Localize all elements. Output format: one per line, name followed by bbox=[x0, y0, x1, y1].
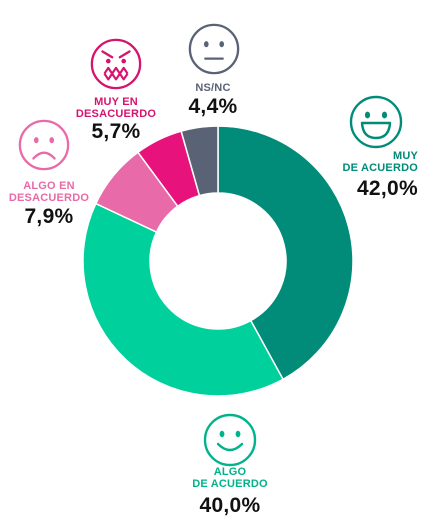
slice-value-muy-de-acuerdo: 42,0% bbox=[356, 177, 418, 200]
label-line: DESACUERDO bbox=[8, 192, 90, 205]
label-line: NS/NC bbox=[195, 82, 231, 94]
slice-algo-de-acuerdo bbox=[82, 202, 285, 397]
label-line: DESACUERDO bbox=[75, 108, 157, 121]
smile-face-icon bbox=[203, 413, 257, 467]
slice-label-algo-en-desacuerdo: ALGO EN DESACUERDO bbox=[6, 180, 92, 205]
slice-value-algo-de-acuerdo: 40,0% bbox=[199, 494, 261, 517]
slice-label-muy-en-desacuerdo: MUY EN DESACUERDO bbox=[72, 96, 160, 121]
big-smile-face-icon bbox=[349, 95, 403, 149]
slice-ns-nc bbox=[180, 125, 219, 197]
frown-face-icon bbox=[18, 119, 70, 171]
slice-value-ns-nc: 4,4% bbox=[188, 95, 238, 118]
slice-label-algo-de-acuerdo: ALGO DE ACUERDO bbox=[180, 466, 280, 491]
slice-label-muy-de-acuerdo: MUY DE ACUERDO bbox=[342, 150, 418, 175]
label-line: DE ACUERDO bbox=[342, 162, 418, 175]
label-line: DE ACUERDO bbox=[192, 478, 268, 491]
slice-value-algo-en-desacuerdo: 7,9% bbox=[24, 205, 74, 228]
neutral-face-icon bbox=[188, 23, 240, 75]
label-line: MUY EN bbox=[94, 96, 138, 108]
label-line: ALGO EN bbox=[23, 180, 75, 192]
label-line: ALGO bbox=[213, 466, 247, 478]
slice-muy-de-acuerdo bbox=[217, 125, 354, 381]
angry-face-icon bbox=[90, 38, 142, 90]
slice-value-muy-en-desacuerdo: 5,7% bbox=[91, 120, 141, 143]
label-line: MUY bbox=[392, 150, 418, 162]
slice-label-ns-nc: NS/NC bbox=[170, 82, 256, 94]
